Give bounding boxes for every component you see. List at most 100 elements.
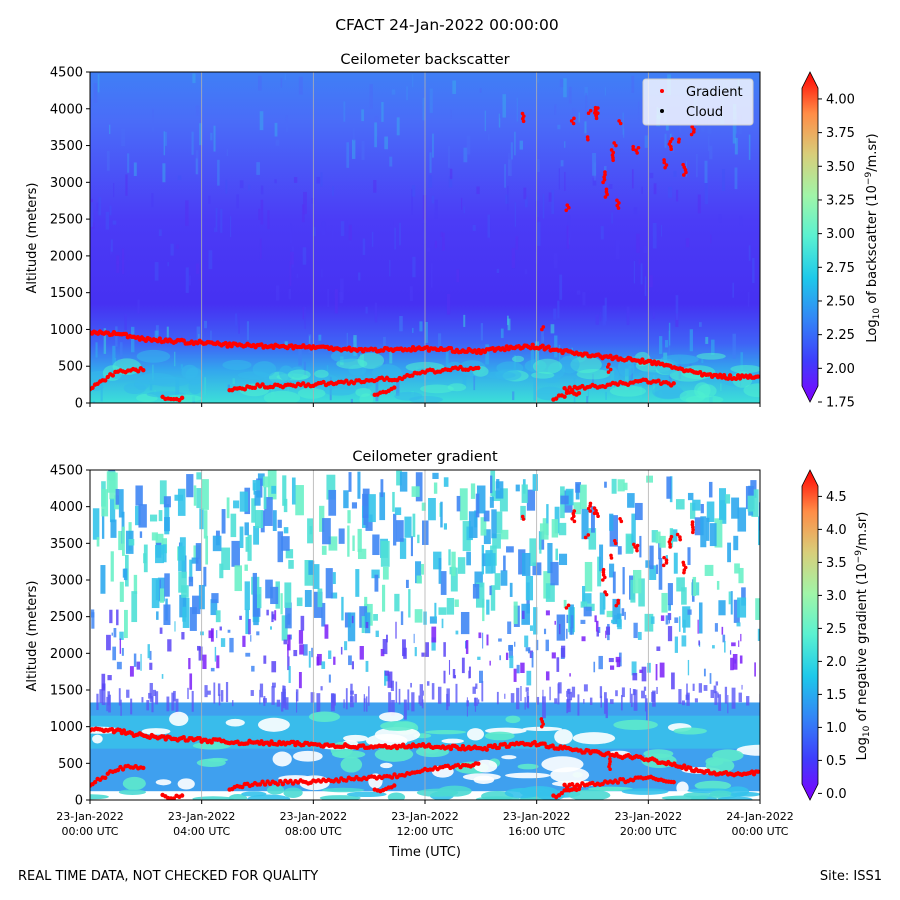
gradient-edge-streak [571, 686, 576, 698]
backscatter-streak [260, 199, 264, 225]
y-tick-label: 4000 [50, 500, 83, 515]
gradient-noise-cell [317, 588, 323, 608]
gradient-noise-cell [351, 502, 358, 509]
gradient-sparse-cell [174, 621, 176, 632]
backscatter-streak [480, 323, 483, 341]
gradient-sparse-cell [543, 628, 547, 635]
backscatter-streak [665, 124, 669, 131]
backscatter-streak [696, 153, 698, 178]
backscatter-streak [350, 398, 353, 403]
backscatter-streak [90, 202, 94, 227]
backscatter-streak [487, 214, 491, 238]
gradient-sparse-cell [188, 658, 191, 670]
backscatter-streak [685, 238, 690, 248]
gradient-noise-cell [267, 470, 277, 500]
gradient-edge-streak [629, 688, 631, 703]
backscatter-streak [479, 88, 482, 93]
backscatter-streak [373, 179, 377, 193]
backscatter-streak [670, 131, 675, 153]
gradient-edge-streak [207, 690, 211, 695]
backscatter-streak [105, 211, 110, 230]
backscatter-streak [553, 253, 558, 269]
gradient-point [476, 761, 481, 766]
backscatter-streak [653, 183, 657, 195]
gradient-point [596, 106, 600, 110]
gradient-edge-streak [418, 695, 421, 704]
gradient-noise-cell [440, 501, 443, 528]
gradient-noise-cell [475, 582, 485, 608]
gradient-point [616, 598, 621, 603]
gradient-sparse-cell [545, 639, 549, 652]
gradient-noise-cell [668, 603, 672, 611]
gradient-point [520, 111, 525, 116]
backscatter-streak [257, 75, 262, 91]
gradient-noise-cell [661, 592, 668, 613]
gradient-noise-cell [179, 594, 187, 618]
gradient-noise-cell [630, 579, 636, 603]
colorbar-tick-label: 2.00 [826, 362, 855, 377]
gradient-point [614, 603, 619, 608]
gradient-noise-cell [635, 502, 643, 521]
gradient-point [572, 509, 577, 513]
x-tick-date: 23-Jan-2022 [168, 810, 236, 823]
y-tick-label: 2500 [50, 610, 83, 625]
colorbar-tick-label: 2.50 [826, 294, 855, 309]
y-tick-label: 3000 [50, 574, 83, 589]
gradient-sparse-cell [308, 651, 311, 668]
backscatter-streak [208, 195, 211, 204]
gradient-edge-streak [411, 692, 415, 712]
gradient-point [631, 147, 635, 152]
gradient-noise-cell [374, 574, 379, 592]
backscatter-streak [510, 142, 513, 160]
gradient-noise-cell [182, 606, 186, 622]
gradient-sparse-cell [671, 672, 675, 690]
gradient-noise-cell [545, 583, 555, 602]
gradient-noise-cell [100, 565, 106, 594]
backscatter-streak [259, 111, 264, 131]
gradient-point [121, 728, 127, 733]
gradient-sparse-cell [754, 662, 756, 677]
gradient-point [586, 111, 591, 115]
gradient-point [539, 717, 544, 721]
gradient-edge-streak [281, 691, 284, 712]
gradient-point [392, 783, 397, 788]
gradient-noise-cell [638, 578, 645, 607]
gradient-noise-cell [192, 595, 201, 615]
backscatter-streak [259, 238, 262, 259]
gradient-noise-cell [609, 563, 615, 578]
gradient-noise-cell [319, 505, 325, 532]
backscatter-streak [514, 131, 516, 156]
backscatter-streak [668, 370, 672, 384]
gradient-sparse-cell [116, 661, 122, 670]
gradient-sparse-cell [242, 635, 246, 647]
gradient-sparse-cell [216, 630, 218, 639]
backscatter-streak [631, 169, 634, 189]
backscatter-streak [636, 233, 640, 253]
gradient-sparse-cell [570, 615, 574, 629]
gradient-noise-cell [492, 533, 501, 549]
backscatter-streak [371, 231, 374, 247]
gradient-noise-cell [252, 480, 261, 491]
gradient-noise-cell [580, 601, 588, 608]
gradient-point [594, 108, 598, 113]
gradient-point [115, 767, 121, 773]
gradient-noise-cell [382, 566, 389, 580]
backscatter-streak [429, 88, 433, 113]
gradient-noise-cell [131, 591, 138, 623]
backscatter-streak [390, 220, 394, 227]
gradient-sparse-cell [287, 656, 290, 671]
gradient-point [540, 343, 545, 348]
gradient-noise-cell [482, 598, 485, 622]
backscatter-streak [709, 145, 713, 160]
gradient-sparse-cell [316, 656, 320, 666]
gradient-edge-streak [504, 693, 506, 699]
backscatter-streak [389, 259, 391, 277]
gradient-noise-cell [373, 614, 378, 621]
backscatter-streak [652, 222, 657, 249]
gradient-noise-cell [730, 591, 733, 615]
backscatter-streak [290, 251, 294, 265]
gradient-sparse-cell [402, 639, 406, 657]
gradient-sparse-cell [545, 671, 550, 681]
gradient-band-hole [169, 711, 189, 727]
backscatter-blob [330, 350, 359, 363]
